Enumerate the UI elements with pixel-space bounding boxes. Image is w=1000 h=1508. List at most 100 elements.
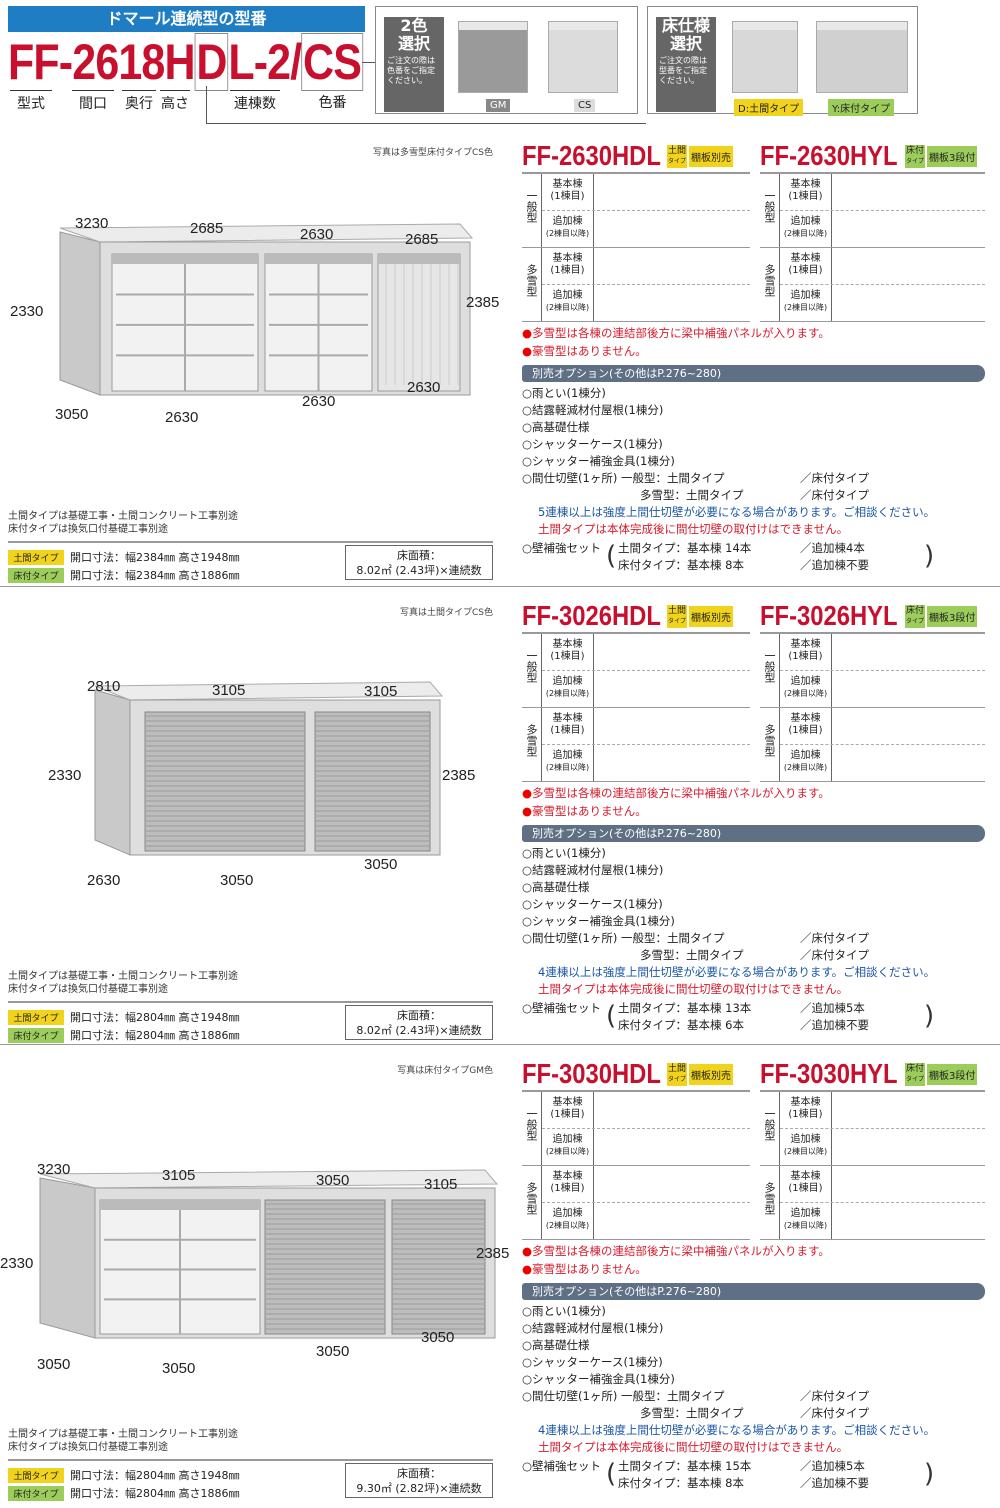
added-label: 追加棟	[790, 1208, 821, 1219]
color-select-box: 2色 選択 ご注文の際は色番をご指定ください。 GM CS	[375, 6, 638, 114]
partition-red-note: 土間タイプは本体完成後に間仕切壁の取付けはできません。	[538, 1440, 849, 1454]
label-width: 間口	[72, 90, 114, 113]
dimension-label: 3105	[212, 682, 246, 699]
basic-label: 基本棟	[790, 1097, 821, 1108]
wall-floor-add: ／追加棟不要	[800, 558, 869, 572]
basic-label: 基本棟	[552, 713, 583, 724]
wall-floor: 床付タイプ：基本棟 8本	[618, 558, 744, 572]
floor-type-image	[816, 21, 908, 93]
row-label-added: 追加棟 (2棟目以降)	[542, 285, 594, 322]
shutter-roll	[378, 254, 460, 264]
dimension-label: 3105	[424, 1176, 458, 1193]
option-item: ○結露軽減材付屋根(1棟分)	[522, 1321, 664, 1335]
color-title: 2色	[400, 16, 428, 35]
dimension-label: 2385	[466, 294, 500, 311]
cs-shed-image	[548, 21, 618, 93]
option-item: ○雨とい(1棟分)	[522, 1304, 606, 1318]
doma-type-image	[732, 21, 798, 93]
added-sub: (2棟目以降)	[783, 229, 828, 238]
options-header: 別売オプション(その他はP.276~280)	[522, 365, 985, 382]
opening-size: 開口寸法：幅2384㎜ 高さ1948㎜	[70, 551, 240, 564]
floor-opening: 床付タイプ 開口寸法：幅2804㎜ 高さ1886㎜	[8, 1485, 239, 1501]
doma-opening: 土間タイプ 開口寸法：幅2804㎜ 高さ1948㎜	[8, 1467, 239, 1483]
basic-label: 基本棟	[552, 1171, 583, 1182]
heavy-snow-note: 豪雪型はありません。	[522, 1261, 647, 1277]
price-table: 一般型 基本棟 (1棟目) 追加棟 (2棟目以降) 多雪型 基本棟 (1棟目) 追加棟 (2棟目以…	[522, 632, 750, 782]
dimension-label: 3050	[37, 1356, 71, 1373]
partition-snow: 多雪型：土間タイプ	[640, 1406, 744, 1420]
product-section: 写真は土間タイプCS色 2810 3105 3105 2330 2385 2630 3050 3…	[0, 586, 1000, 1050]
option-item: ○シャッター補強金具(1棟分)	[522, 1372, 675, 1386]
wall-doma: 土間タイプ：基本棟 14本	[618, 541, 752, 555]
option-item: ○シャッター補強金具(1棟分)	[522, 454, 675, 468]
dimension-label: 2385	[476, 1245, 510, 1262]
snow-note: 多雪型は各棟の連結部後方に梁中補強パネルが入ります。	[522, 785, 830, 801]
shed-illustration	[94, 681, 444, 856]
price-table: 一般型 基本棟 (1棟目) 追加棟 (2棟目以降) 多雪型 基本棟 (1棟目) 追加棟 (2棟目以…	[760, 1090, 985, 1240]
group-text: 多雪型	[763, 264, 776, 297]
row-label-added: 追加棟 (2棟目以降)	[542, 211, 594, 248]
cs-label[interactable]: CS	[574, 99, 596, 112]
added-sub: (2棟目以降)	[783, 689, 828, 698]
wall-floor: 床付タイプ：基本棟 8本	[618, 1476, 744, 1490]
added-sub: (2棟目以降)	[783, 1147, 828, 1156]
partition-blue-note: 4連棟以上は強度上間仕切壁が必要になる場合があります。ご相談ください。	[538, 965, 936, 979]
added-label: 追加棟	[790, 216, 821, 227]
row-label-basic: 基本棟 (1棟目)	[542, 174, 594, 211]
partition-floor: ／床付タイプ	[800, 471, 869, 485]
added-label: 追加棟	[552, 216, 583, 227]
row-label-basic: 基本棟 (1棟目)	[780, 174, 832, 211]
basic-label: 基本棟	[552, 253, 583, 264]
area-label: 床面積：	[397, 549, 441, 562]
group-text: 一般型	[525, 1108, 538, 1141]
gm-label[interactable]: GM	[486, 99, 511, 112]
partition-floor: ／床付タイプ	[800, 931, 869, 945]
wall-doma-add: ／追加棟5本	[800, 1459, 865, 1473]
options-header: 別売オプション(その他はP.276~280)	[522, 1283, 985, 1300]
basic-sub: (1棟目)	[550, 1109, 585, 1120]
row-label-added: 追加棟 (2棟目以降)	[780, 285, 832, 322]
shed-roof	[59, 223, 474, 243]
basic-label: 基本棟	[790, 639, 821, 650]
shutter-roll	[100, 1200, 260, 1210]
dimension-label: 3050	[316, 1343, 350, 1360]
model-code: FF-2618HDL-2/CS	[8, 33, 363, 91]
basic-sub: (1棟目)	[550, 1183, 585, 1194]
basic-label: 基本棟	[552, 639, 583, 650]
wall-floor: 床付タイプ：基本棟 6本	[618, 1018, 744, 1032]
added-sub: (2棟目以降)	[783, 1221, 828, 1230]
foundation-note: 土間タイプは基礎工事・土間コンクリート工事別途	[8, 511, 238, 522]
option-item: ○シャッター補強金具(1棟分)	[522, 914, 675, 928]
group-text: 一般型	[763, 190, 776, 223]
group-text: 多雪型	[763, 724, 776, 757]
model-type-badge: 床付 タイプ	[905, 144, 926, 168]
added-label: 追加棟	[790, 290, 821, 301]
shed-side	[39, 1177, 96, 1339]
wall-option: ○壁補強セット	[522, 1459, 602, 1473]
model-code: FF-3030HYL	[760, 1058, 898, 1089]
added-label: 追加棟	[552, 1134, 583, 1145]
group-text: 多雪型	[525, 1182, 538, 1215]
wall-doma: 土間タイプ：基本棟 15本	[618, 1459, 752, 1473]
foundation-note: 床付タイプは換気口付基礎工事別途	[8, 984, 168, 995]
floor-type-label[interactable]: Y:床付タイプ	[828, 99, 895, 116]
shelf-badge: 棚板3段付	[927, 145, 978, 167]
basic-sub: (1棟目)	[550, 651, 585, 662]
foundation-note: 土間タイプは基礎工事・土間コンクリート工事別途	[8, 971, 238, 982]
floor-title: 床仕様	[661, 16, 710, 35]
shutter	[391, 1199, 486, 1335]
model-code: FF-3026HYL	[760, 600, 898, 631]
opening-size: 開口寸法：幅2804㎜ 高さ1886㎜	[70, 1487, 240, 1500]
product-section: 写真は多雪型床付タイプCS色 3230 2685 2630 2685 2330 2385 30…	[0, 130, 1000, 590]
photo-caption: 写真は土間タイプCS色	[400, 608, 493, 618]
partition-snow: 多雪型：土間タイプ	[640, 488, 744, 502]
basic-sub: (1棟目)	[788, 651, 823, 662]
floor-area-box: 床面積： 8.02㎡ (2.43坪)×連続数	[345, 545, 493, 580]
heavy-snow-note: 豪雪型はありません。	[522, 343, 647, 359]
model-code: FF-2630HDL	[522, 140, 661, 171]
area-value: 8.02㎡ (2.43坪)×連続数	[356, 1024, 482, 1037]
doma-type-label[interactable]: D:土間タイプ	[734, 99, 804, 116]
dimension-label: 2685	[190, 220, 224, 237]
group-label: 多雪型	[522, 1166, 542, 1240]
area-label: 床面積：	[397, 1467, 441, 1480]
